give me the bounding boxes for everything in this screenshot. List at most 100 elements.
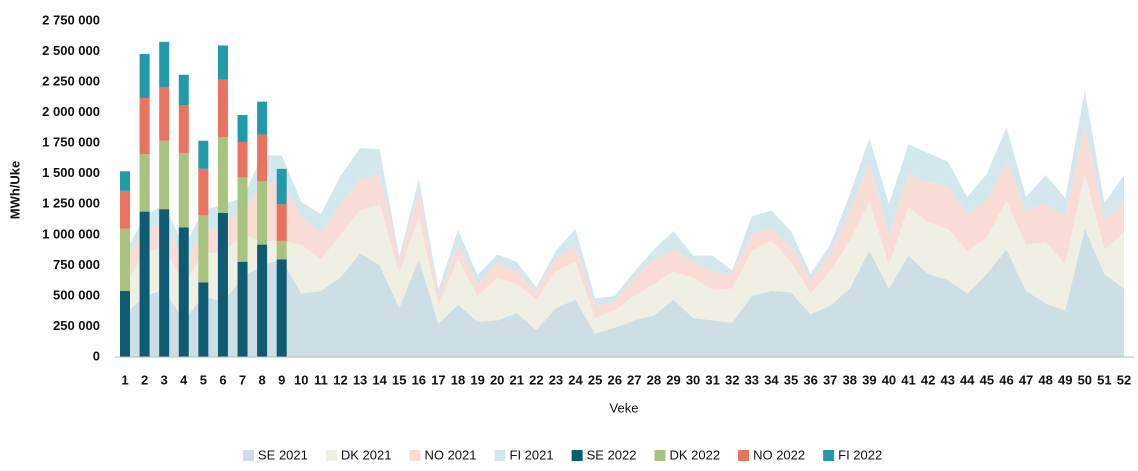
bar <box>198 282 209 357</box>
bar <box>159 209 170 357</box>
x-tick-label: 48 <box>1038 372 1052 387</box>
bar <box>120 171 130 191</box>
bar <box>237 141 248 178</box>
x-tick-label: 22 <box>529 372 543 387</box>
y-tick-label: 250 000 <box>53 318 100 333</box>
bar <box>178 152 189 228</box>
x-tick-label: 17 <box>431 372 445 387</box>
x-tick-label: 37 <box>823 372 837 387</box>
x-tick-label: 21 <box>510 372 524 387</box>
x-tick-label: 36 <box>803 372 817 387</box>
x-tick-label: 6 <box>219 372 226 387</box>
x-tick-label: 23 <box>549 372 563 387</box>
legend-label: SE 2021 <box>258 447 308 462</box>
bar <box>217 137 228 213</box>
x-tick-label: 32 <box>725 372 739 387</box>
y-tick-label: 2 000 000 <box>42 104 100 119</box>
x-tick-label: 25 <box>588 372 602 387</box>
legend-swatch <box>243 450 254 461</box>
legend-label: SE 2022 <box>587 447 637 462</box>
x-tick-label: 18 <box>451 372 465 387</box>
bar <box>276 168 287 205</box>
x-tick-label: 41 <box>901 372 915 387</box>
x-tick-label: 8 <box>259 372 266 387</box>
bar <box>139 154 150 212</box>
legend-label: FI 2021 <box>510 447 554 462</box>
x-tick-label: 35 <box>784 372 798 387</box>
bar <box>257 244 268 357</box>
x-tick-label: 7 <box>239 372 246 387</box>
y-tick-label: 1 750 000 <box>42 135 100 150</box>
x-tick-label: 34 <box>764 372 779 387</box>
x-tick-label: 4 <box>180 372 188 387</box>
x-tick-label: 26 <box>607 372 621 387</box>
area <box>125 228 1124 357</box>
y-tick-label: 1 000 000 <box>42 226 100 241</box>
bar <box>159 86 170 141</box>
x-tick-label: 28 <box>647 372 661 387</box>
y-tick-label: 1 500 000 <box>42 165 100 180</box>
y-tick-label: 1 250 000 <box>42 196 100 211</box>
bar <box>217 45 228 80</box>
bar <box>178 227 189 357</box>
bar <box>120 228 130 292</box>
x-tick-label: 45 <box>980 372 994 387</box>
x-tick-label: 5 <box>200 372 207 387</box>
bar <box>120 291 130 357</box>
legend-label: DK 2022 <box>669 447 720 462</box>
x-tick-label: 27 <box>627 372 641 387</box>
x-tick-label: 52 <box>1117 372 1131 387</box>
bar <box>178 74 189 106</box>
bar <box>159 41 170 87</box>
x-tick-label: 3 <box>161 372 168 387</box>
bar <box>237 261 248 357</box>
legend-swatch <box>823 450 835 461</box>
x-tick-label: 20 <box>490 372 504 387</box>
legend-swatch <box>409 450 421 461</box>
x-tick-label: 13 <box>353 372 367 387</box>
bar <box>198 215 209 283</box>
legend-label: DK 2021 <box>341 447 392 462</box>
bar <box>139 211 150 357</box>
x-axis-title: Veke <box>610 400 639 415</box>
y-tick-label: 750 000 <box>53 257 100 272</box>
x-tick-label: 29 <box>666 372 680 387</box>
x-tick-label: 39 <box>862 372 876 387</box>
bar <box>120 190 130 229</box>
x-tick-label: 15 <box>392 372 406 387</box>
x-tick-label: 47 <box>1019 372 1033 387</box>
bar <box>237 115 248 142</box>
legend-label: FI 2022 <box>838 447 882 462</box>
x-tick-label: 43 <box>940 372 954 387</box>
bar <box>217 212 228 357</box>
legend-swatch <box>494 450 506 461</box>
x-tick-label: 19 <box>470 372 484 387</box>
x-tick-label: 12 <box>333 372 347 387</box>
x-tick-label: 30 <box>686 372 700 387</box>
bar <box>217 79 228 138</box>
x-tick-label: 33 <box>745 372 759 387</box>
x-tick-label: 16 <box>412 372 426 387</box>
x-tick-label: 24 <box>568 372 583 387</box>
bar <box>198 140 209 169</box>
bar <box>276 240 287 260</box>
x-tick-label: 46 <box>999 372 1013 387</box>
x-tick-label: 50 <box>1078 372 1092 387</box>
bar <box>257 134 268 182</box>
bar <box>139 53 150 98</box>
x-tick-label: 1 <box>121 372 128 387</box>
y-tick-label: 2 750 000 <box>42 12 100 27</box>
bar <box>276 204 287 241</box>
x-tick-label: 51 <box>1097 372 1111 387</box>
y-tick-label: 0 <box>93 348 100 363</box>
bar <box>198 168 209 216</box>
legend-swatch <box>325 450 337 461</box>
x-tick-label: 11 <box>314 372 328 387</box>
legend-swatch <box>571 450 583 461</box>
legend-swatch <box>738 450 750 461</box>
x-tick-label: 2 <box>141 372 148 387</box>
x-tick-label: 14 <box>372 372 387 387</box>
bar <box>178 105 189 153</box>
bar <box>276 259 287 357</box>
